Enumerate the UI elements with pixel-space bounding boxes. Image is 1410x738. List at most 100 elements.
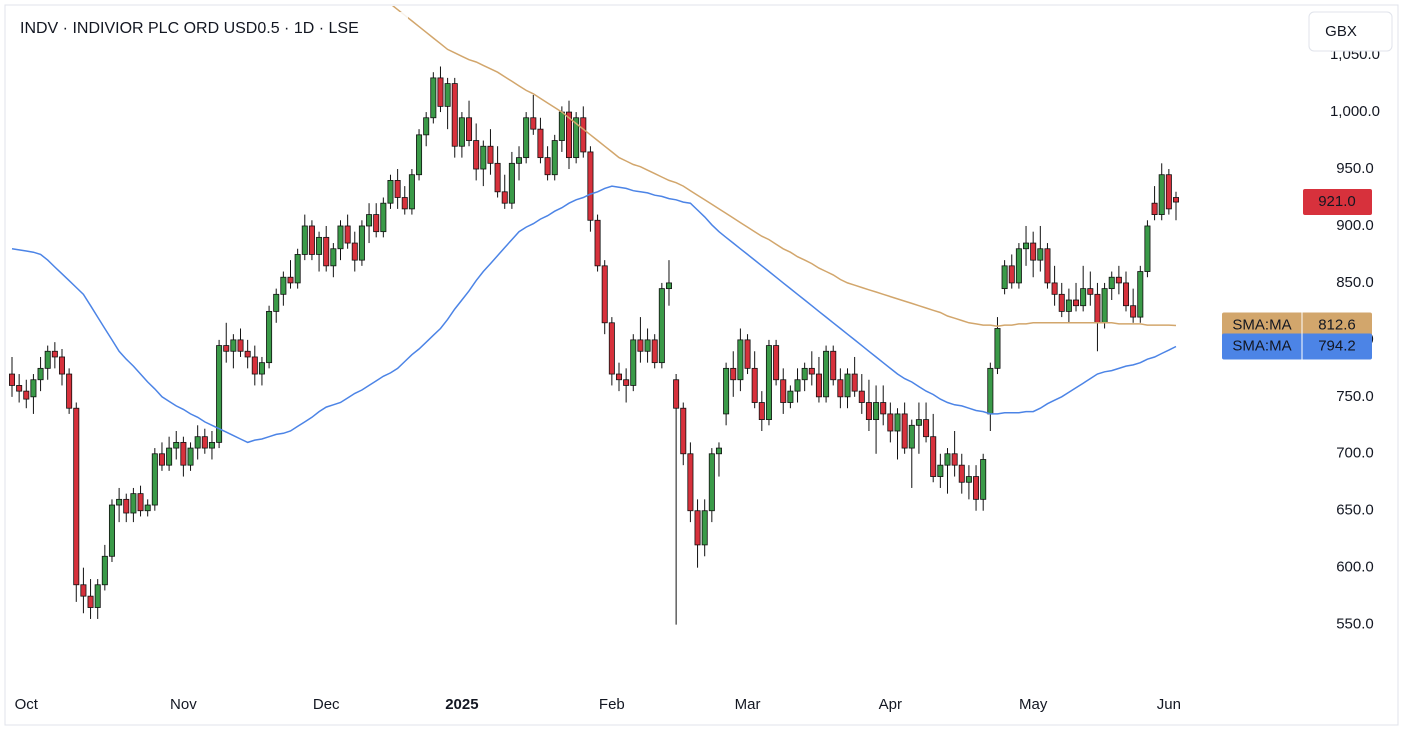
- candle-body: [380, 202, 387, 233]
- candle-body: [773, 345, 780, 381]
- candle-body: [444, 83, 451, 107]
- candle-body: [951, 453, 958, 466]
- y-tick-label: 700.0: [1336, 445, 1374, 462]
- candle-body: [837, 379, 844, 398]
- y-tick-label: 600.0: [1336, 559, 1374, 576]
- candle-body: [516, 157, 523, 164]
- candle-body: [223, 345, 230, 352]
- candle-body: [1173, 197, 1180, 203]
- candle-body: [301, 225, 308, 255]
- candle-body: [958, 464, 965, 483]
- currency-label[interactable]: GBX: [1325, 23, 1357, 40]
- candle-body: [880, 402, 887, 415]
- candle-body: [1144, 225, 1151, 272]
- candle-body: [651, 339, 658, 364]
- candle-body: [530, 117, 537, 130]
- currency-button[interactable]: [1308, 11, 1393, 52]
- candle-body: [316, 236, 323, 255]
- candle-body: [523, 117, 530, 159]
- candle-body: [123, 498, 130, 514]
- candle-body: [965, 476, 972, 483]
- candle-body: [208, 441, 215, 449]
- candle-body: [73, 407, 80, 586]
- candle-body: [744, 339, 751, 369]
- candle-body: [1015, 248, 1022, 284]
- candle-body: [701, 510, 708, 546]
- candle-body: [901, 413, 908, 449]
- candle-body: [980, 459, 987, 500]
- candle-body: [808, 367, 815, 375]
- candle-body: [230, 339, 237, 352]
- candle-body: [794, 379, 801, 392]
- candle-body: [1065, 299, 1072, 312]
- candle-body: [580, 117, 587, 153]
- candle-body: [58, 356, 65, 375]
- candle-body: [308, 225, 315, 255]
- candle-body: [908, 424, 915, 449]
- candle-body: [101, 555, 108, 586]
- candle-body: [116, 498, 123, 506]
- candle-body: [715, 447, 722, 455]
- candle-body: [566, 111, 573, 159]
- candle-body: [137, 493, 144, 512]
- candle-body: [637, 339, 644, 352]
- candle-body: [787, 390, 794, 403]
- chart-frame: [4, 4, 1399, 726]
- candle-body: [851, 373, 858, 392]
- candle-body: [844, 373, 851, 398]
- x-tick-label: Apr: [879, 696, 902, 713]
- candle-body: [144, 504, 151, 512]
- candle-body: [194, 436, 201, 449]
- candle-body: [558, 111, 565, 141]
- candle-body: [30, 379, 37, 398]
- candle-body: [608, 322, 615, 375]
- last-price-label: 921.0: [1318, 193, 1356, 210]
- candle-body: [508, 162, 515, 204]
- candle-body: [858, 390, 865, 403]
- candle-body: [130, 493, 137, 514]
- x-tick-label: Feb: [599, 696, 625, 713]
- candle-body: [430, 77, 437, 119]
- candle-body: [280, 276, 287, 295]
- candle-body: [823, 350, 830, 398]
- candle-body: [751, 367, 758, 403]
- candle-body: [1001, 265, 1008, 290]
- candle-body: [330, 248, 337, 267]
- candle-body: [80, 584, 87, 597]
- candle-body: [644, 339, 651, 352]
- candle-body: [66, 373, 73, 409]
- candle-body: [1094, 293, 1101, 324]
- candle-body: [937, 464, 944, 477]
- axes: 550.0600.0650.0700.0750.0800.0850.0900.0…: [15, 46, 1380, 713]
- sma-line: [11, 185, 1177, 444]
- y-tick-label: 900.0: [1336, 217, 1374, 234]
- candle-body: [615, 373, 622, 381]
- candle-body: [158, 453, 165, 466]
- candle-body: [151, 453, 158, 506]
- candle-body: [108, 504, 115, 557]
- candle-body: [1044, 248, 1051, 284]
- candle-body: [537, 128, 544, 159]
- candle-body: [1051, 282, 1058, 295]
- x-tick-label: Jun: [1157, 696, 1181, 713]
- candle-body: [801, 367, 808, 381]
- candle-body: [366, 214, 373, 227]
- candle-body: [601, 265, 608, 324]
- candle-body: [1073, 299, 1080, 307]
- candle-body: [216, 345, 223, 443]
- x-tick-label: Nov: [170, 696, 197, 713]
- candle-body: [623, 379, 630, 386]
- sma-badge-name: SMA:MA: [1232, 337, 1291, 354]
- x-tick-label: 2025: [445, 696, 478, 713]
- candle-body: [387, 180, 394, 204]
- candle-body: [830, 350, 837, 381]
- candle-body: [1087, 288, 1094, 295]
- candle-body: [737, 339, 744, 381]
- title-bg: [8, 12, 408, 46]
- candle-body: [344, 225, 351, 244]
- sma-badge: [1222, 312, 1372, 339]
- candle-body: [1008, 265, 1015, 284]
- candle-body: [323, 236, 330, 267]
- candle-body: [1123, 282, 1130, 307]
- candle-body: [466, 117, 473, 141]
